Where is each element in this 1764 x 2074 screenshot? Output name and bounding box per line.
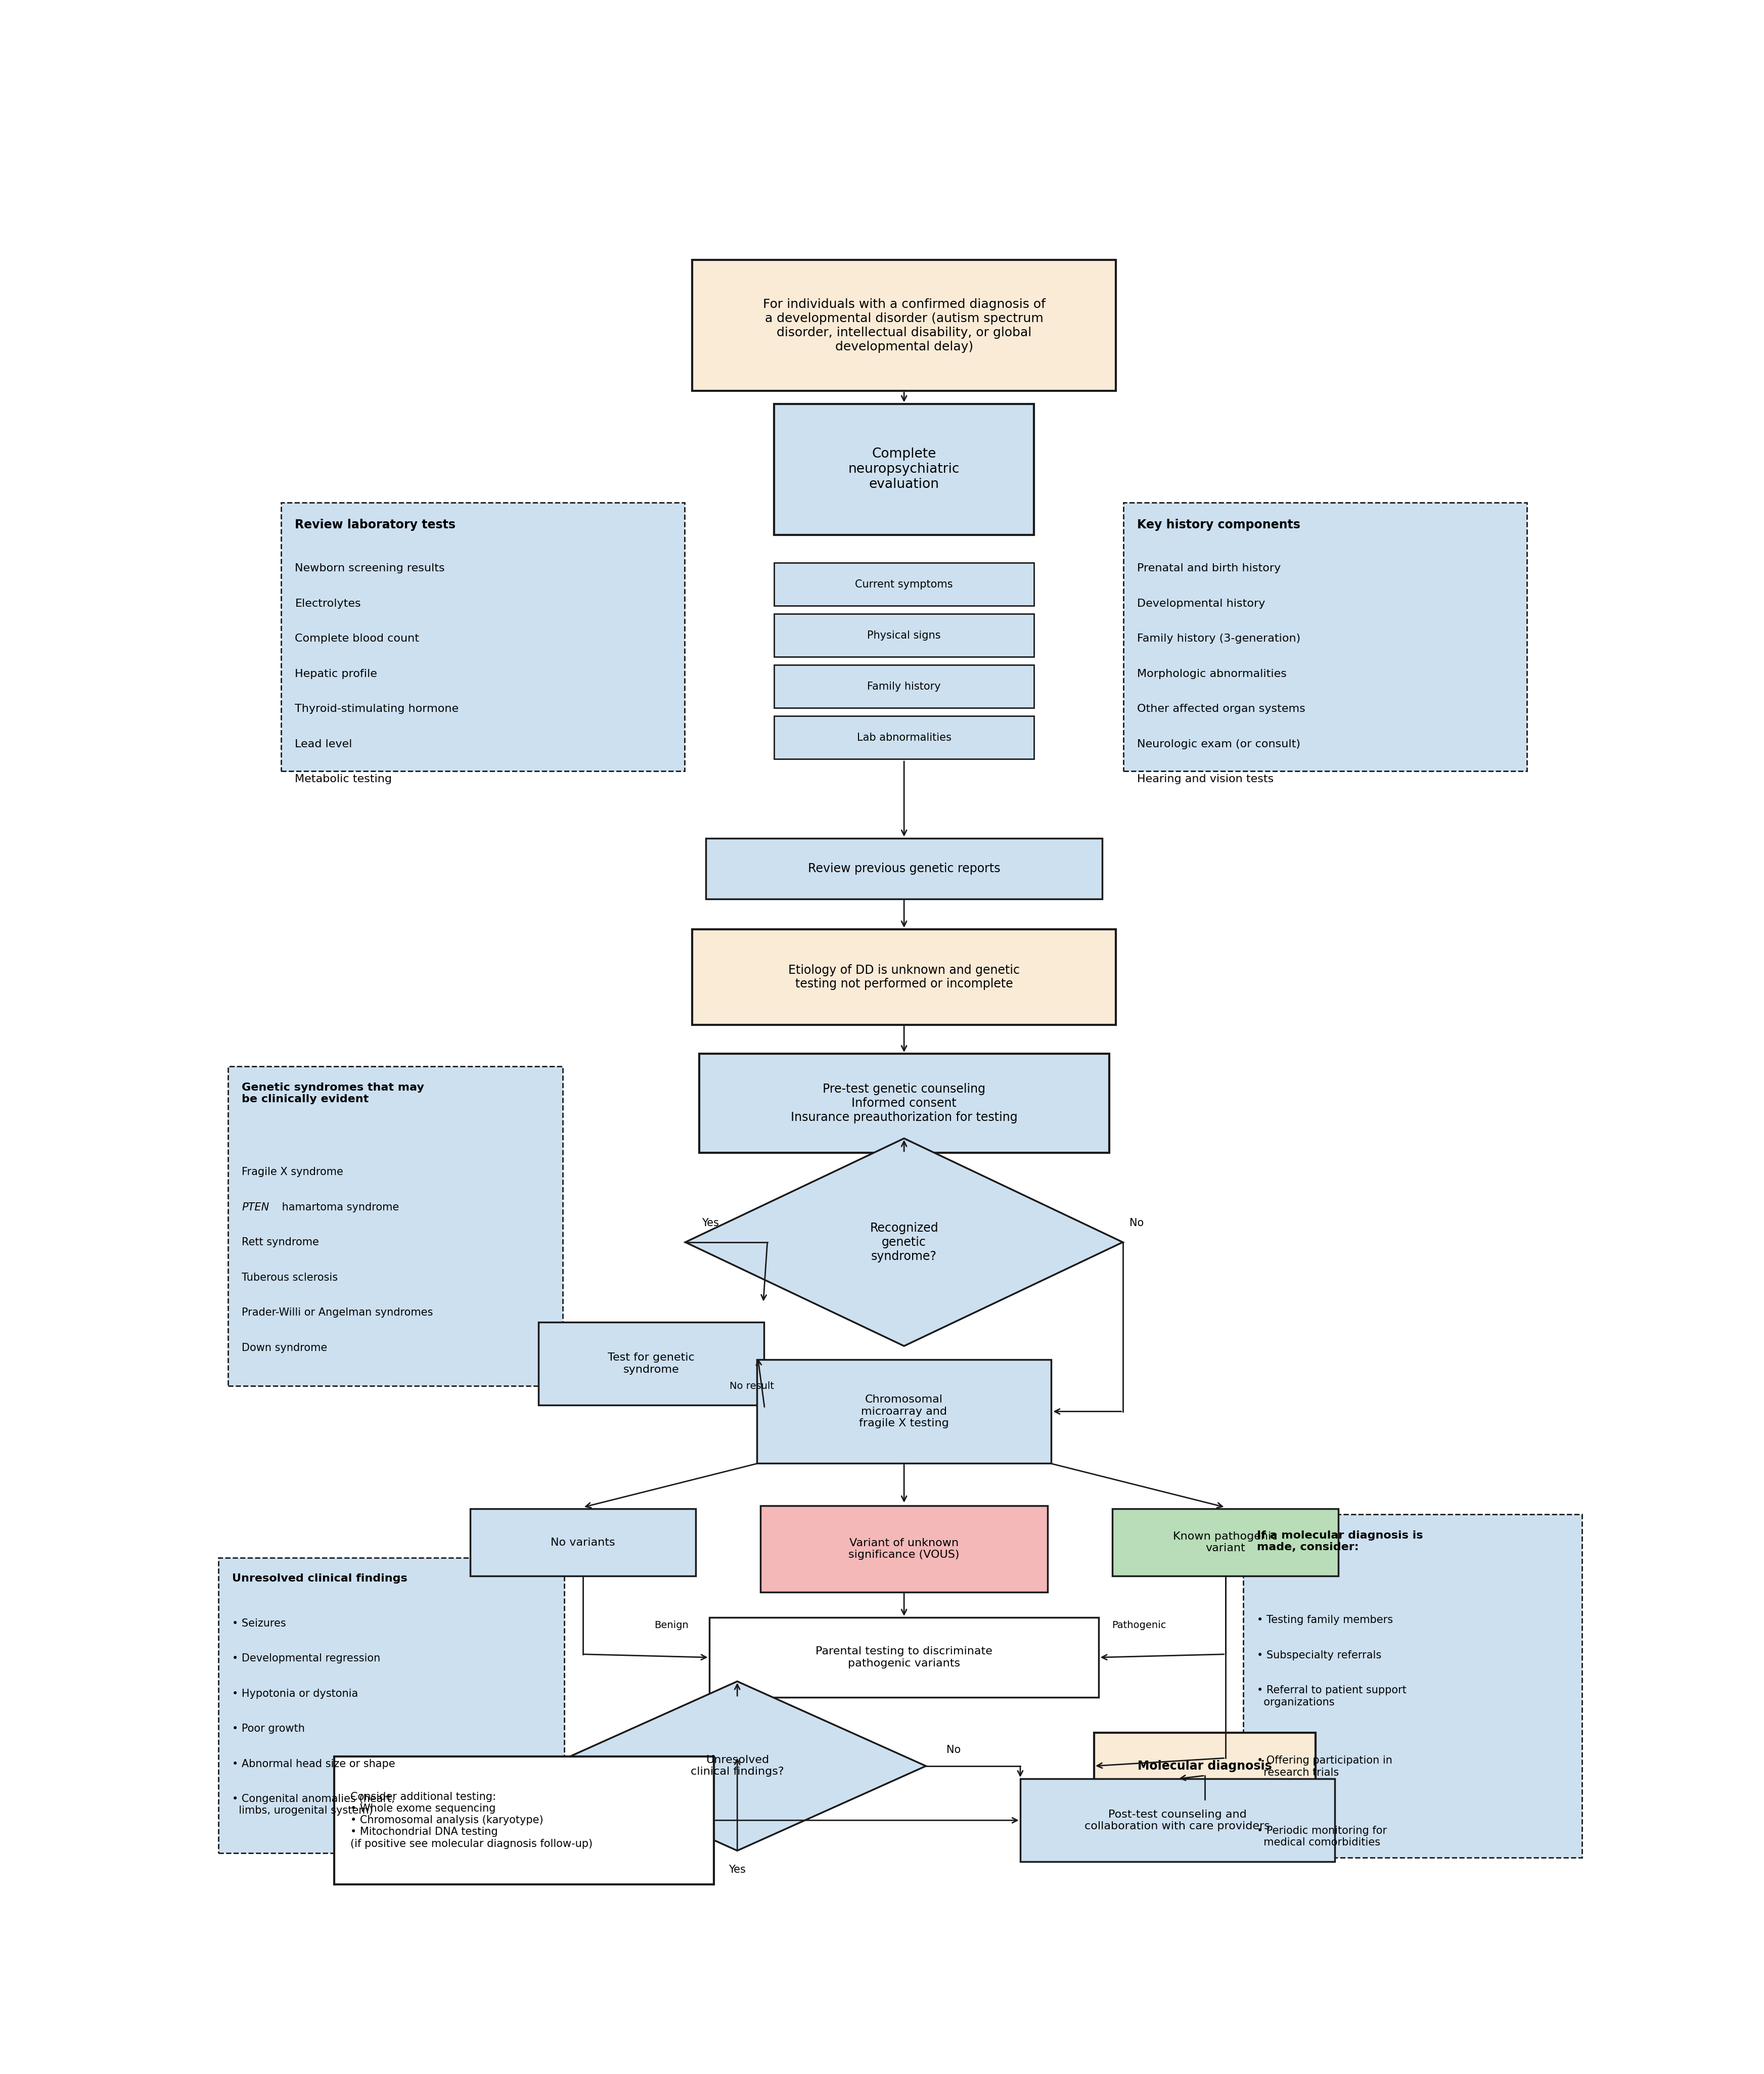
Text: Metabolic testing: Metabolic testing bbox=[295, 774, 392, 784]
FancyBboxPatch shape bbox=[1113, 1510, 1339, 1576]
Text: Consider additional testing:
• Whole exome sequencing
• Chromosomal analysis (ka: Consider additional testing: • Whole exo… bbox=[351, 1792, 593, 1848]
Text: Test for genetic
syndrome: Test for genetic syndrome bbox=[609, 1352, 695, 1375]
Text: • Subspecialty referrals: • Subspecialty referrals bbox=[1256, 1651, 1381, 1661]
Text: Parental testing to discriminate
pathogenic variants: Parental testing to discriminate pathoge… bbox=[815, 1647, 993, 1667]
Text: Yes: Yes bbox=[729, 1865, 746, 1875]
FancyBboxPatch shape bbox=[699, 1054, 1110, 1153]
Text: Physical signs: Physical signs bbox=[868, 630, 940, 641]
Text: Morphologic abnormalities: Morphologic abnormalities bbox=[1138, 670, 1286, 678]
FancyBboxPatch shape bbox=[760, 1506, 1048, 1593]
Text: Other affected organ systems: Other affected organ systems bbox=[1138, 703, 1305, 713]
Text: Known pathogenic
variant: Known pathogenic variant bbox=[1173, 1531, 1277, 1553]
FancyBboxPatch shape bbox=[1094, 1732, 1316, 1800]
Text: No: No bbox=[1129, 1217, 1143, 1228]
Text: Benign: Benign bbox=[654, 1620, 688, 1630]
Text: Pathogenic: Pathogenic bbox=[1111, 1620, 1166, 1630]
Text: Rett syndrome: Rett syndrome bbox=[242, 1238, 319, 1249]
FancyBboxPatch shape bbox=[774, 614, 1034, 657]
Text: Current symptoms: Current symptoms bbox=[856, 579, 953, 589]
FancyBboxPatch shape bbox=[691, 929, 1117, 1025]
Text: Hepatic profile: Hepatic profile bbox=[295, 670, 377, 678]
Text: No variants: No variants bbox=[550, 1537, 616, 1547]
FancyBboxPatch shape bbox=[280, 502, 684, 772]
Text: Unresolved clinical findings: Unresolved clinical findings bbox=[233, 1574, 407, 1585]
Text: • Testing family members: • Testing family members bbox=[1256, 1616, 1394, 1626]
Text: Recognized
genetic
syndrome?: Recognized genetic syndrome? bbox=[870, 1222, 938, 1263]
Text: Prader-Willi or Angelman syndromes: Prader-Willi or Angelman syndromes bbox=[242, 1309, 432, 1317]
Text: Complete
neuropsychiatric
evaluation: Complete neuropsychiatric evaluation bbox=[848, 448, 960, 492]
Text: Hearing and vision tests: Hearing and vision tests bbox=[1138, 774, 1274, 784]
FancyBboxPatch shape bbox=[706, 838, 1102, 898]
Text: Newborn screening results: Newborn screening results bbox=[295, 564, 445, 574]
FancyBboxPatch shape bbox=[1244, 1514, 1582, 1858]
Text: • Abnormal head size or shape: • Abnormal head size or shape bbox=[233, 1759, 395, 1769]
FancyBboxPatch shape bbox=[774, 562, 1034, 606]
Text: Etiology of DD is unknown and genetic
testing not performed or incomplete: Etiology of DD is unknown and genetic te… bbox=[789, 964, 1020, 989]
FancyBboxPatch shape bbox=[709, 1618, 1099, 1697]
FancyBboxPatch shape bbox=[333, 1757, 714, 1883]
FancyBboxPatch shape bbox=[1124, 502, 1528, 772]
Text: Molecular diagnosis: Molecular diagnosis bbox=[1138, 1761, 1272, 1771]
FancyBboxPatch shape bbox=[757, 1361, 1051, 1464]
Polygon shape bbox=[684, 1139, 1122, 1346]
Text: No result: No result bbox=[730, 1381, 774, 1392]
Text: • Periodic monitoring for
  medical comorbidities: • Periodic monitoring for medical comorb… bbox=[1256, 1825, 1387, 1848]
FancyBboxPatch shape bbox=[538, 1321, 764, 1404]
Text: Tuberous sclerosis: Tuberous sclerosis bbox=[242, 1273, 339, 1282]
FancyBboxPatch shape bbox=[691, 259, 1117, 392]
Text: • Referral to patient support
  organizations: • Referral to patient support organizati… bbox=[1256, 1686, 1406, 1707]
Text: Lab abnormalities: Lab abnormalities bbox=[857, 732, 951, 742]
Text: • Seizures: • Seizures bbox=[233, 1618, 286, 1628]
Text: Review previous genetic reports: Review previous genetic reports bbox=[808, 863, 1000, 875]
Text: Family history: Family history bbox=[868, 682, 940, 691]
Text: Genetic syndromes that may
be clinically evident: Genetic syndromes that may be clinically… bbox=[242, 1083, 423, 1103]
FancyBboxPatch shape bbox=[774, 666, 1034, 707]
FancyBboxPatch shape bbox=[774, 404, 1034, 535]
Text: Unresolved
clinical findings?: Unresolved clinical findings? bbox=[690, 1755, 783, 1777]
Text: Neurologic exam (or consult): Neurologic exam (or consult) bbox=[1138, 738, 1300, 749]
FancyBboxPatch shape bbox=[1020, 1779, 1335, 1862]
Text: Lead level: Lead level bbox=[295, 738, 353, 749]
Text: Complete blood count: Complete blood count bbox=[295, 635, 420, 643]
FancyBboxPatch shape bbox=[774, 716, 1034, 759]
Text: If a molecular diagnosis is
made, consider:: If a molecular diagnosis is made, consid… bbox=[1256, 1531, 1424, 1551]
Text: For individuals with a confirmed diagnosis of
a developmental disorder (autism s: For individuals with a confirmed diagnos… bbox=[762, 299, 1046, 353]
FancyBboxPatch shape bbox=[219, 1558, 564, 1852]
Text: Pre-test genetic counseling
Informed consent
Insurance preauthorization for test: Pre-test genetic counseling Informed con… bbox=[790, 1083, 1018, 1124]
Polygon shape bbox=[549, 1682, 926, 1850]
Text: • Developmental regression: • Developmental regression bbox=[233, 1653, 381, 1663]
Text: Electrolytes: Electrolytes bbox=[295, 599, 362, 610]
Text: Yes: Yes bbox=[702, 1217, 720, 1228]
FancyBboxPatch shape bbox=[469, 1510, 695, 1576]
Text: Down syndrome: Down syndrome bbox=[242, 1342, 328, 1352]
Text: hamartoma syndrome: hamartoma syndrome bbox=[279, 1203, 399, 1213]
Text: No: No bbox=[947, 1744, 961, 1755]
Text: Prenatal and birth history: Prenatal and birth history bbox=[1138, 564, 1281, 574]
Text: • Hypotonia or dystonia: • Hypotonia or dystonia bbox=[233, 1688, 358, 1699]
Text: Post-test counseling and
collaboration with care providers: Post-test counseling and collaboration w… bbox=[1085, 1809, 1270, 1831]
Text: Review laboratory tests: Review laboratory tests bbox=[295, 518, 455, 531]
Text: Chromosomal
microarray and
fragile X testing: Chromosomal microarray and fragile X tes… bbox=[859, 1394, 949, 1429]
Text: Family history (3-generation): Family history (3-generation) bbox=[1138, 635, 1300, 643]
Text: Developmental history: Developmental history bbox=[1138, 599, 1265, 610]
Text: • Offering participation in
  research trials: • Offering participation in research tri… bbox=[1256, 1755, 1392, 1777]
FancyBboxPatch shape bbox=[228, 1066, 563, 1385]
Text: PTEN: PTEN bbox=[242, 1203, 270, 1213]
Text: • Congenital anomalies (heart,
  limbs, urogenital system): • Congenital anomalies (heart, limbs, ur… bbox=[233, 1794, 395, 1817]
Text: Thyroid-stimulating hormone: Thyroid-stimulating hormone bbox=[295, 703, 459, 713]
Text: Variant of unknown
significance (VOUS): Variant of unknown significance (VOUS) bbox=[848, 1539, 960, 1560]
Text: Fragile X syndrome: Fragile X syndrome bbox=[242, 1168, 344, 1178]
Text: Key history components: Key history components bbox=[1138, 518, 1300, 531]
Text: • Poor growth: • Poor growth bbox=[233, 1723, 305, 1734]
